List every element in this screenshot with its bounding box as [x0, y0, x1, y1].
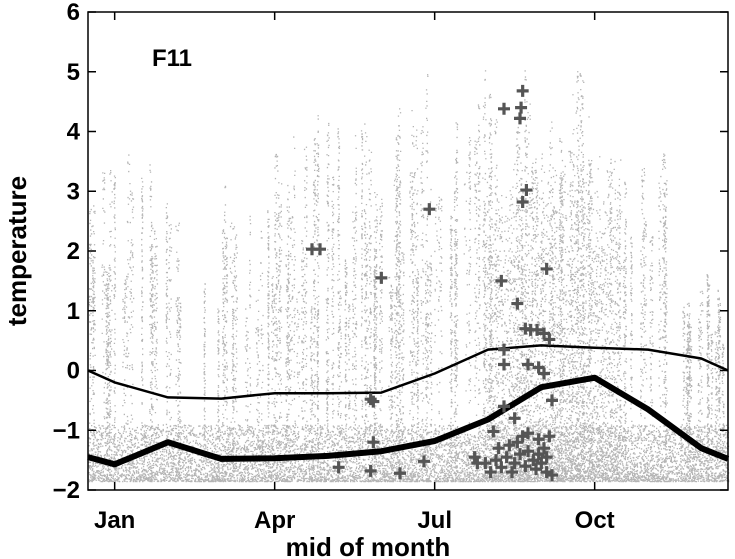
cross-markers	[306, 84, 558, 482]
cross-marker	[520, 184, 533, 197]
axis-ticks: −2 −1 0 1 2 3 4 5 6 Jan Apr Jul Oct	[53, 0, 728, 534]
background-points	[88, 70, 730, 483]
cross-marker	[479, 457, 492, 470]
x-tick-label: Apr	[254, 507, 295, 534]
cross-marker	[498, 358, 510, 371]
cross-marker	[498, 400, 510, 413]
cross-marker	[514, 448, 526, 461]
panel-label: F11	[152, 45, 192, 72]
cross-marker	[500, 451, 513, 464]
series-lines	[87, 344, 730, 468]
cross-marker	[364, 464, 377, 477]
y-tick-label: 6	[67, 0, 80, 26]
cross-marker	[490, 454, 502, 467]
cross-marker	[511, 297, 524, 310]
cross-marker	[484, 466, 497, 479]
cross-marker	[332, 461, 345, 474]
y-tick-label: 5	[67, 59, 80, 86]
cross-marker	[540, 451, 553, 464]
cross-marker	[423, 203, 436, 216]
cross-marker	[511, 436, 524, 449]
cross-marker	[508, 412, 521, 425]
y-tick-label: 1	[67, 298, 80, 325]
y-axis-label: temperature	[2, 176, 32, 326]
cross-marker	[538, 367, 550, 380]
cross-marker	[367, 436, 380, 449]
y-tick-label: 3	[67, 178, 80, 205]
cross-marker	[495, 461, 508, 474]
cross-marker	[546, 394, 558, 407]
cross-marker	[487, 425, 500, 438]
x-tick-label: Oct	[575, 507, 615, 534]
thin-line	[87, 344, 729, 400]
cross-marker	[506, 466, 518, 479]
cross-marker	[492, 442, 505, 455]
cross-marker	[516, 84, 529, 97]
cross-marker	[522, 427, 534, 440]
cross-marker	[532, 433, 545, 446]
cross-marker	[314, 243, 326, 256]
cross-marker	[543, 430, 556, 443]
thick-line	[87, 374, 730, 468]
cross-marker	[495, 274, 508, 287]
y-tick-label: −1	[53, 417, 80, 444]
cross-marker	[498, 102, 510, 115]
cross-marker	[375, 271, 388, 284]
cross-marker	[516, 196, 529, 209]
cross-marker	[519, 460, 532, 473]
cross-marker	[522, 358, 534, 371]
cross-marker	[515, 101, 528, 114]
y-tick-label: 4	[67, 119, 81, 146]
cross-marker	[503, 439, 516, 452]
y-tick-label: 2	[67, 238, 80, 265]
cross-marker	[418, 455, 430, 468]
y-tick-label: 0	[67, 358, 80, 385]
cross-marker	[508, 457, 521, 470]
x-tick-label: Jul	[417, 507, 452, 534]
cross-marker	[367, 395, 380, 408]
y-tick-label: −2	[53, 477, 80, 504]
x-tick-label: Jan	[94, 507, 135, 534]
cross-marker	[514, 112, 526, 125]
cross-marker	[522, 445, 534, 458]
cross-marker	[532, 448, 545, 461]
background-scatter	[88, 70, 730, 483]
cross-marker	[543, 333, 556, 346]
cross-marker	[498, 343, 510, 356]
cross-marker	[531, 323, 544, 336]
cross-marker	[546, 469, 558, 482]
cross-marker	[394, 467, 406, 480]
plot-frame	[87, 11, 729, 491]
x-axis-label: mid of month	[286, 532, 451, 559]
cross-marker	[540, 262, 553, 275]
